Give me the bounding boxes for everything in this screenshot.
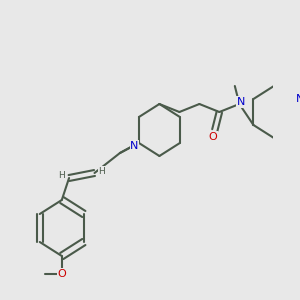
Text: N: N: [237, 97, 245, 107]
Text: O: O: [57, 269, 66, 279]
Text: O: O: [208, 132, 217, 142]
Text: H: H: [58, 172, 65, 181]
Text: N: N: [296, 94, 300, 104]
Text: H: H: [98, 167, 105, 176]
Text: N: N: [130, 141, 139, 151]
